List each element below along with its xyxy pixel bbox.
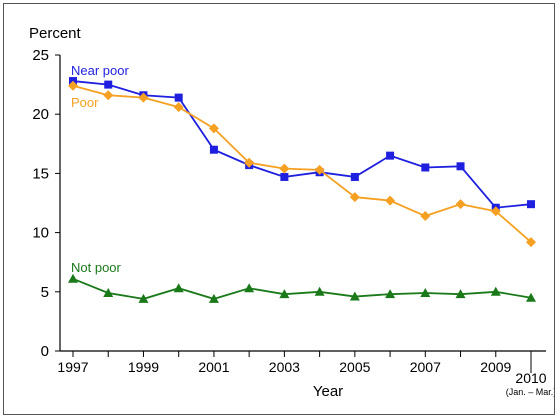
data-point-square	[421, 163, 430, 172]
data-point-diamond	[349, 192, 360, 203]
x-tick-label: 2010	[515, 370, 546, 386]
data-point-diamond	[455, 199, 466, 210]
data-point-triangle	[244, 283, 255, 293]
data-point-diamond	[103, 90, 114, 101]
data-point-triangle	[526, 292, 536, 302]
x-tick-label: 1997	[57, 359, 88, 375]
data-point-square	[527, 200, 535, 209]
series-line-poor	[72, 84, 532, 243]
series-label-not-poor: Not poor	[71, 260, 122, 275]
series-line-not-poor	[72, 277, 532, 300]
x-tick-label: 1999	[128, 359, 159, 375]
data-point-diamond	[526, 237, 536, 248]
data-point-diamond	[68, 80, 78, 91]
data-point-square	[386, 151, 395, 160]
data-point-triangle	[349, 291, 360, 301]
x-tick-label: 2003	[269, 359, 300, 375]
data-point-diamond	[420, 211, 431, 222]
data-point-square	[104, 80, 113, 89]
data-point-triangle	[314, 286, 325, 296]
data-point-triangle	[173, 283, 184, 293]
data-point-diamond	[279, 163, 290, 174]
series-line-near-poor	[72, 80, 532, 209]
data-point-triangle	[68, 273, 78, 283]
x-tick-note: (Jan. – Mar.)	[506, 387, 554, 397]
data-point-diamond	[314, 164, 325, 175]
data-point-diamond	[173, 102, 184, 113]
labels-layer: Percent Year Near poor Poor Not poor	[29, 25, 343, 400]
data-point-diamond	[138, 92, 149, 103]
data-point-diamond	[244, 157, 255, 168]
data-point-square	[456, 162, 465, 171]
x-tick-label: 2007	[410, 359, 441, 375]
x-tick-label: 2005	[339, 359, 370, 375]
series-layer	[68, 77, 536, 303]
data-point-triangle	[420, 287, 431, 297]
data-point-triangle	[455, 289, 466, 299]
x-tick-label: 2009	[480, 359, 511, 375]
data-point-diamond	[490, 206, 501, 217]
y-tick-label: 10	[32, 225, 49, 242]
y-tick-label: 25	[32, 47, 49, 64]
data-point-square	[209, 145, 218, 154]
data-point-triangle	[208, 293, 219, 303]
data-point-triangle	[103, 287, 114, 297]
chart-frame: 0 5 10 15 20 25 1997 1999 2001 2003 2005 2007 2009 20…	[3, 3, 556, 415]
series-label-poor: Poor	[71, 95, 99, 110]
y-tick-label: 20	[32, 106, 49, 123]
data-point-diamond	[208, 123, 219, 134]
data-point-triangle	[490, 286, 501, 296]
series-label-near-poor: Near poor	[71, 63, 129, 78]
data-point-triangle	[279, 289, 290, 299]
data-point-square	[174, 93, 183, 102]
x-tick-label: 2001	[198, 359, 229, 375]
line-chart: 0 5 10 15 20 25 1997 1999 2001 2003 2005 2007 200920…	[29, 25, 556, 400]
axes: 0 5 10 15 20 25 1997 1999 2001 2003 2005 2007 200920…	[32, 47, 556, 397]
data-point-square	[280, 172, 289, 181]
y-tick-label: 5	[41, 284, 49, 301]
y-tick-label: 0	[41, 343, 49, 360]
data-point-diamond	[385, 195, 396, 206]
y-axis-label: Percent	[29, 25, 82, 42]
data-point-square	[350, 172, 359, 181]
y-tick-label: 15	[32, 165, 49, 182]
data-point-triangle	[138, 293, 149, 303]
x-axis-label: Year	[313, 383, 343, 400]
data-point-triangle	[385, 289, 396, 299]
